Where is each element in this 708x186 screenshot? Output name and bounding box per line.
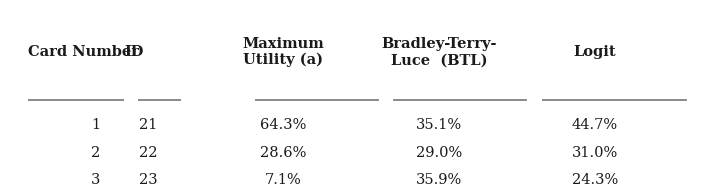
Text: Card Number: Card Number — [28, 45, 139, 59]
Text: 44.7%: 44.7% — [571, 118, 618, 132]
Text: Maximum
Utility (a): Maximum Utility (a) — [242, 37, 324, 67]
Text: 3: 3 — [91, 173, 101, 186]
Text: 29.0%: 29.0% — [416, 145, 462, 160]
Text: 21: 21 — [139, 118, 158, 132]
Text: 28.6%: 28.6% — [260, 145, 307, 160]
Text: 35.1%: 35.1% — [416, 118, 462, 132]
Text: 1: 1 — [91, 118, 100, 132]
Text: Bradley-Terry-
Luce  (BTL): Bradley-Terry- Luce (BTL) — [381, 37, 497, 67]
Text: 23: 23 — [139, 173, 158, 186]
Text: 35.9%: 35.9% — [416, 173, 462, 186]
Text: ID: ID — [125, 45, 144, 59]
Text: 22: 22 — [139, 145, 158, 160]
Text: 24.3%: 24.3% — [571, 173, 618, 186]
Text: 2: 2 — [91, 145, 101, 160]
Text: Logit: Logit — [573, 45, 616, 59]
Text: 64.3%: 64.3% — [260, 118, 307, 132]
Text: 31.0%: 31.0% — [571, 145, 618, 160]
Text: 7.1%: 7.1% — [265, 173, 302, 186]
